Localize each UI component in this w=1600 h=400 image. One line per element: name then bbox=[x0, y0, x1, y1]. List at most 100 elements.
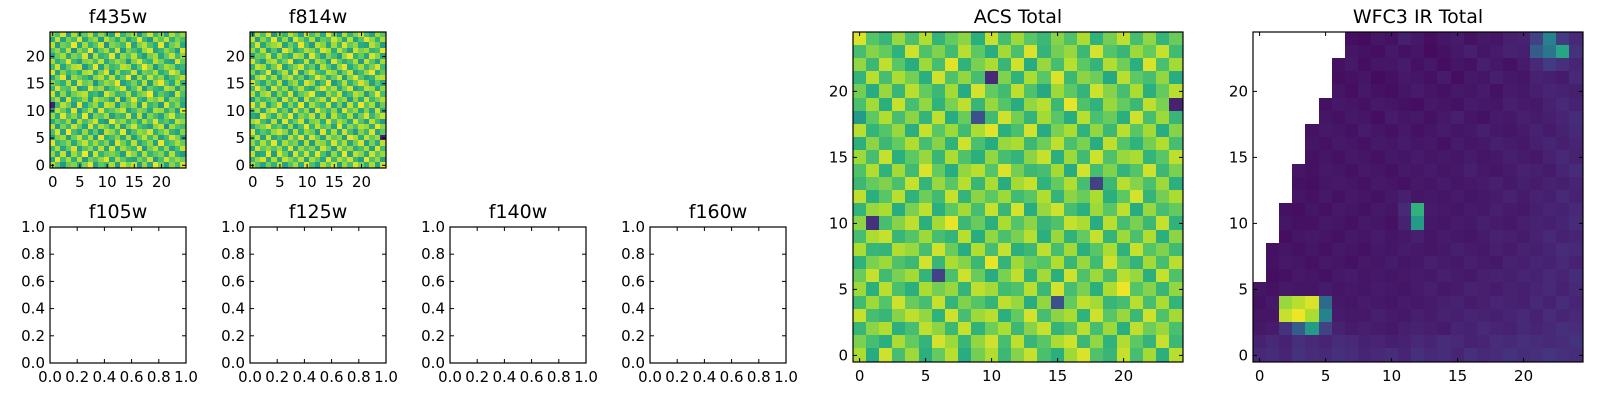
heatmap-cell bbox=[304, 119, 310, 125]
heatmap-cell bbox=[905, 177, 919, 191]
heatmap-cell bbox=[1569, 203, 1583, 217]
x-tick-label: 20 bbox=[1514, 367, 1533, 385]
heatmap-cell bbox=[1398, 282, 1412, 296]
heatmap-cell bbox=[1169, 32, 1183, 46]
heatmap-cell bbox=[1064, 150, 1078, 164]
heatmap-cell bbox=[1064, 269, 1078, 283]
heatmap-cell bbox=[1011, 177, 1025, 191]
heatmap-cell bbox=[109, 124, 116, 130]
heatmap-cell bbox=[1279, 256, 1293, 270]
heatmap-cell bbox=[998, 309, 1012, 323]
heatmap-cell bbox=[342, 53, 348, 60]
heatmap-cell bbox=[255, 91, 261, 98]
heatmap-cell bbox=[1305, 348, 1319, 362]
heatmap-cell bbox=[315, 75, 321, 81]
heatmap-cell bbox=[126, 129, 132, 136]
x-tick-label: 0.4 bbox=[492, 368, 516, 386]
x-tick-label: 0.0 bbox=[438, 368, 462, 386]
heatmap-cell bbox=[98, 53, 105, 60]
heatmap-cell bbox=[71, 140, 78, 147]
heatmap-cell bbox=[1117, 150, 1131, 164]
heatmap-cell bbox=[175, 53, 181, 60]
heatmap-cell bbox=[892, 256, 906, 270]
heatmap-cell bbox=[1117, 230, 1131, 244]
y-tick-label: 0.8 bbox=[621, 245, 645, 263]
heatmap-cell bbox=[1169, 230, 1183, 244]
y-tick-label: 10 bbox=[226, 102, 245, 120]
heatmap-cell bbox=[260, 91, 267, 98]
heatmap-cell bbox=[1130, 282, 1144, 296]
heatmap-cell bbox=[1424, 111, 1438, 125]
heatmap-cell bbox=[1556, 32, 1570, 46]
heatmap-cell bbox=[331, 80, 338, 87]
heatmap-cell bbox=[1543, 348, 1557, 362]
heatmap-cell bbox=[1385, 98, 1399, 112]
heatmap-cell bbox=[1477, 58, 1491, 72]
heatmap-cell bbox=[945, 32, 959, 46]
heatmap-cell bbox=[50, 157, 56, 163]
heatmap-cell bbox=[1292, 269, 1306, 283]
heatmap-cell bbox=[866, 203, 880, 217]
heatmap-cell bbox=[277, 53, 283, 60]
heatmap-cell bbox=[1169, 282, 1183, 296]
heatmap-cell bbox=[971, 150, 985, 164]
heatmap-cell bbox=[1292, 190, 1306, 204]
heatmap-cell bbox=[971, 71, 985, 85]
heatmap-cell bbox=[1169, 71, 1183, 85]
heatmap-cell bbox=[342, 42, 348, 49]
heatmap-cell bbox=[1090, 111, 1104, 125]
heatmap-cell bbox=[1345, 84, 1359, 98]
heatmap-cell bbox=[180, 59, 186, 65]
heatmap-cell bbox=[358, 124, 365, 130]
heatmap-cell bbox=[337, 162, 343, 168]
heatmap-cell bbox=[347, 91, 354, 98]
heatmap-cell bbox=[1358, 45, 1372, 59]
heatmap-cell bbox=[255, 32, 261, 38]
heatmap-cell bbox=[271, 37, 278, 43]
heatmap-cell bbox=[158, 42, 165, 49]
heatmap-cell bbox=[1424, 84, 1438, 98]
heatmap-cell bbox=[315, 70, 321, 76]
heatmap-cell bbox=[1556, 164, 1570, 178]
heatmap-cell bbox=[1064, 111, 1078, 125]
heatmap-cell bbox=[98, 113, 105, 120]
heatmap-cell bbox=[1503, 309, 1517, 323]
heatmap-cell bbox=[1424, 177, 1438, 191]
heatmap-cell bbox=[1517, 45, 1531, 59]
heatmap-cell bbox=[1332, 335, 1346, 349]
heatmap-cell bbox=[109, 48, 116, 54]
heatmap-cell bbox=[271, 75, 278, 81]
heatmap-cell bbox=[1530, 335, 1544, 349]
heatmap-cell bbox=[1103, 150, 1117, 164]
heatmap-cell bbox=[82, 48, 89, 54]
heatmap-cell bbox=[879, 137, 893, 151]
heatmap-cell bbox=[137, 162, 143, 168]
heatmap-cell bbox=[1143, 98, 1157, 112]
heatmap-cell bbox=[266, 70, 272, 76]
heatmap-cell bbox=[1117, 322, 1131, 336]
heatmap-cell bbox=[958, 348, 972, 362]
heatmap-cell bbox=[1385, 203, 1399, 217]
x-tick-label: 5 bbox=[75, 173, 85, 191]
heatmap-cell bbox=[147, 108, 154, 114]
heatmap-cell bbox=[905, 32, 919, 46]
heatmap-cell bbox=[304, 53, 310, 60]
heatmap-cell bbox=[1051, 164, 1065, 178]
heatmap-cell bbox=[250, 129, 256, 136]
heatmap-cell bbox=[1332, 177, 1346, 191]
heatmap-cell bbox=[337, 64, 343, 71]
heatmap-cell bbox=[298, 75, 305, 81]
heatmap-cell bbox=[331, 53, 338, 60]
heatmap-cell bbox=[255, 157, 261, 163]
heatmap-cell bbox=[88, 124, 94, 130]
heatmap-cell bbox=[1490, 150, 1504, 164]
heatmap-cell bbox=[304, 48, 310, 54]
heatmap-cell bbox=[347, 42, 354, 49]
heatmap-cell bbox=[879, 309, 893, 323]
heatmap-cell bbox=[1143, 71, 1157, 85]
y-tick-label: 5 bbox=[838, 280, 848, 298]
heatmap-cell bbox=[1266, 282, 1280, 296]
heatmap-cell bbox=[1569, 124, 1583, 138]
heatmap-cell bbox=[315, 53, 321, 60]
heatmap-cell bbox=[853, 71, 867, 85]
